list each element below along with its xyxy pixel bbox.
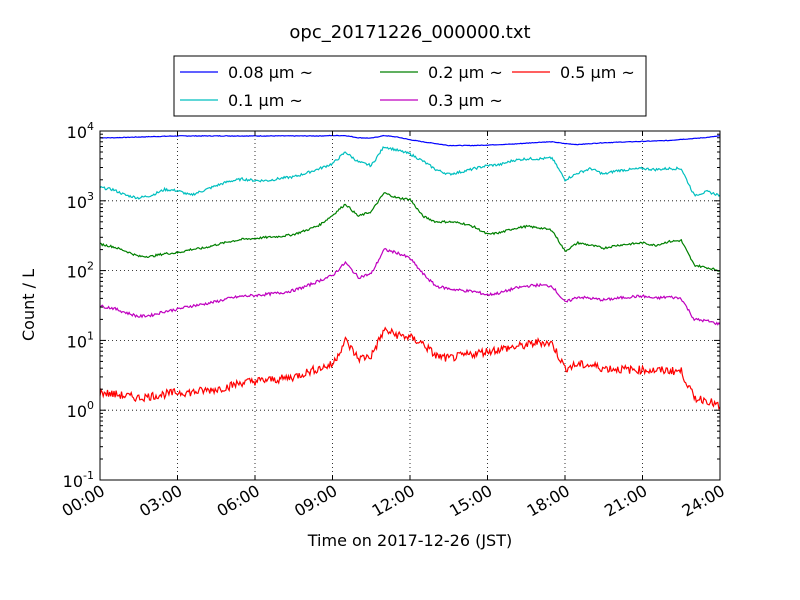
legend: 0.08 μm ~ 0.1 μm ~ 0.2 μm ~ 0.3 μm ~ 0.5 μm … xyxy=(173,55,647,117)
y-tick-label: 104 xyxy=(67,120,94,142)
y-tick-label: 102 xyxy=(67,260,94,282)
y-tick-base: 10 xyxy=(67,332,87,351)
legend-label: 0.08 μm ~ xyxy=(228,63,313,82)
y-tick-exponent: 4 xyxy=(87,120,94,133)
y-tick-label: 103 xyxy=(67,190,94,212)
series-line xyxy=(99,247,721,326)
y-tick-exponent: -1 xyxy=(83,469,94,482)
y-tick-base: 10 xyxy=(67,123,87,142)
legend-label: 0.5 μm ~ xyxy=(560,63,635,82)
series-line xyxy=(99,192,721,272)
y-tick-base: 10 xyxy=(67,193,87,212)
y-axis-label: Count / L xyxy=(19,269,38,341)
legend-label: 0.2 μm ~ xyxy=(428,63,503,82)
y-tick-label: 100 xyxy=(67,399,94,421)
y-tick-label: 10-1 xyxy=(63,469,94,491)
y-tick-exponent: 0 xyxy=(87,399,94,412)
legend-label: 0.3 μm ~ xyxy=(428,91,503,110)
y-tick-exponent: 2 xyxy=(87,260,94,273)
series-line xyxy=(99,134,720,147)
y-tick-base: 10 xyxy=(67,263,87,282)
y-tick-base: 10 xyxy=(67,402,87,421)
plot-lines xyxy=(99,134,721,410)
legend-label: 0.1 μm ~ xyxy=(228,91,303,110)
series-line xyxy=(99,326,721,410)
y-tick-exponent: 1 xyxy=(87,329,94,342)
legend-box xyxy=(173,55,647,117)
y-tick-label: 101 xyxy=(67,329,94,351)
grid xyxy=(100,131,720,480)
series-line xyxy=(99,146,721,200)
chart-title: opc_20171226_000000.txt xyxy=(289,22,530,43)
y-tick-exponent: 3 xyxy=(87,190,94,203)
x-axis-label: Time on 2017-12-26 (JST) xyxy=(307,531,512,550)
y-tick-base: 10 xyxy=(63,472,83,491)
